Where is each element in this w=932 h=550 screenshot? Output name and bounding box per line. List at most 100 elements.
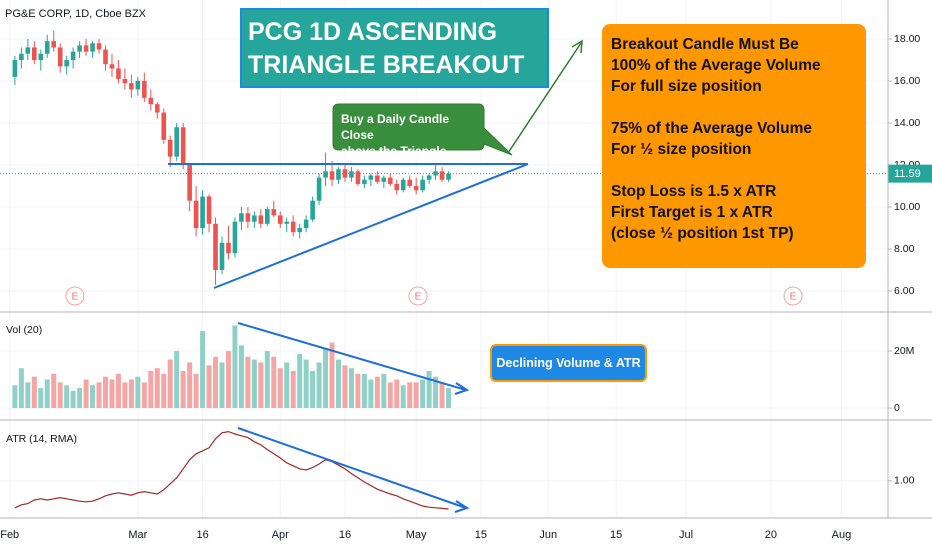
last-price-tag xyxy=(888,164,932,183)
candle-body xyxy=(239,213,244,222)
volume-bar xyxy=(70,390,76,409)
pane-title: ATR (14, RMA) xyxy=(6,433,77,445)
candle-body xyxy=(19,53,24,61)
volume-bar xyxy=(187,362,193,409)
candle-body xyxy=(38,53,44,61)
candle-body xyxy=(90,43,95,52)
volume-bar xyxy=(18,368,24,409)
volume-bar xyxy=(407,382,413,409)
note-line: For ½ size position xyxy=(611,141,752,158)
x-tick-label: Apr xyxy=(272,529,289,541)
volume-bar xyxy=(167,359,173,409)
volume-bar xyxy=(122,382,128,409)
candle-body xyxy=(25,47,31,54)
volume-bar xyxy=(400,385,406,409)
candle-body xyxy=(446,173,451,180)
candle-body xyxy=(129,83,134,90)
x-tick-label: Mar xyxy=(128,529,147,541)
volume-bar xyxy=(381,373,387,409)
note-group: Stop Loss is 1.5 x ATR First Target is 1 … xyxy=(611,181,866,244)
volume-bar xyxy=(329,342,335,409)
event-marker xyxy=(65,286,85,306)
y-tick-label: 20M xyxy=(894,345,914,357)
candle-body xyxy=(83,45,89,52)
y-tick-label: 0 xyxy=(894,402,900,414)
candle-body xyxy=(226,242,231,254)
support-line xyxy=(213,163,529,289)
volume-bar xyxy=(180,370,186,409)
candle-body xyxy=(323,171,328,178)
drawings xyxy=(168,39,583,513)
candle-body xyxy=(148,97,154,105)
volume-bar xyxy=(355,373,361,409)
candle-body xyxy=(32,47,37,61)
candle-body xyxy=(258,215,264,224)
volume-bar xyxy=(264,351,270,409)
volume-bar xyxy=(297,353,303,409)
event-label: E xyxy=(415,292,422,303)
volume-bar xyxy=(200,331,206,409)
volume-bar xyxy=(96,382,102,409)
x-tick-label: 15 xyxy=(610,529,622,541)
candle-body xyxy=(271,209,277,216)
candle-body xyxy=(284,221,290,224)
volume-bar xyxy=(277,368,283,409)
candle-body xyxy=(135,81,141,90)
candle-body xyxy=(336,169,341,180)
volume-bar xyxy=(284,362,290,409)
volume-bar xyxy=(219,362,225,409)
breakout-arrow xyxy=(507,42,582,154)
volume-bar xyxy=(310,370,316,409)
volume-bar xyxy=(323,348,329,409)
x-tick-label: Jun xyxy=(539,529,557,541)
note-group: 75% of the Average Volume For ½ size posi… xyxy=(611,118,866,160)
candle-body xyxy=(439,171,445,180)
volume-bar xyxy=(316,362,322,409)
x-tick-label: 16 xyxy=(339,529,351,541)
candle-body xyxy=(400,179,406,191)
volume-bar xyxy=(271,356,277,409)
y-tick-label: 6.00 xyxy=(894,285,915,297)
volume-bar xyxy=(303,359,309,409)
candle-body xyxy=(362,179,367,184)
volume-bar xyxy=(109,379,115,409)
candle-body xyxy=(232,221,238,254)
candle-body xyxy=(187,165,192,201)
x-tick-label: Aug xyxy=(832,529,852,541)
note-line: Breakout Candle Must Be xyxy=(611,36,799,53)
volume-bar xyxy=(115,373,121,409)
volume-bar xyxy=(90,385,96,409)
candle-body xyxy=(103,49,108,65)
candle-body xyxy=(349,171,354,178)
volume-bar xyxy=(12,385,18,409)
volume-bar xyxy=(387,382,393,409)
volume-bar xyxy=(161,373,167,409)
volume-bar xyxy=(413,382,419,409)
candle-body xyxy=(57,47,63,67)
volume-bar xyxy=(232,325,238,409)
candle-body xyxy=(245,213,251,222)
pane-title: Vol (20) xyxy=(6,324,42,336)
candle-body xyxy=(193,200,199,229)
volume-note: Declining Volume & ATR xyxy=(490,344,647,382)
y-tick-label: 16.00 xyxy=(894,75,920,87)
candle-body xyxy=(426,175,432,180)
note-line: 75% of the Average Volume xyxy=(611,120,812,137)
candle-body xyxy=(297,228,302,233)
candle-body xyxy=(329,171,335,180)
note-line: 100% of the Average Volume xyxy=(611,57,821,74)
volume-bar xyxy=(361,373,367,409)
volume-bar xyxy=(290,370,296,409)
candle-body xyxy=(206,196,212,224)
y-tick-label: 8.00 xyxy=(894,243,915,255)
volume-bar xyxy=(44,379,50,409)
x-tick-label: Jul xyxy=(679,529,693,541)
atr-trend xyxy=(237,427,467,509)
volume-bar xyxy=(83,379,89,409)
volume-bar xyxy=(31,376,37,409)
volume-bar xyxy=(258,362,264,409)
volume-bar xyxy=(394,379,400,409)
title-line: PCG 1D ASCENDING xyxy=(248,18,498,46)
candle-body xyxy=(368,175,374,180)
y-tick-label: 14.00 xyxy=(894,117,920,129)
